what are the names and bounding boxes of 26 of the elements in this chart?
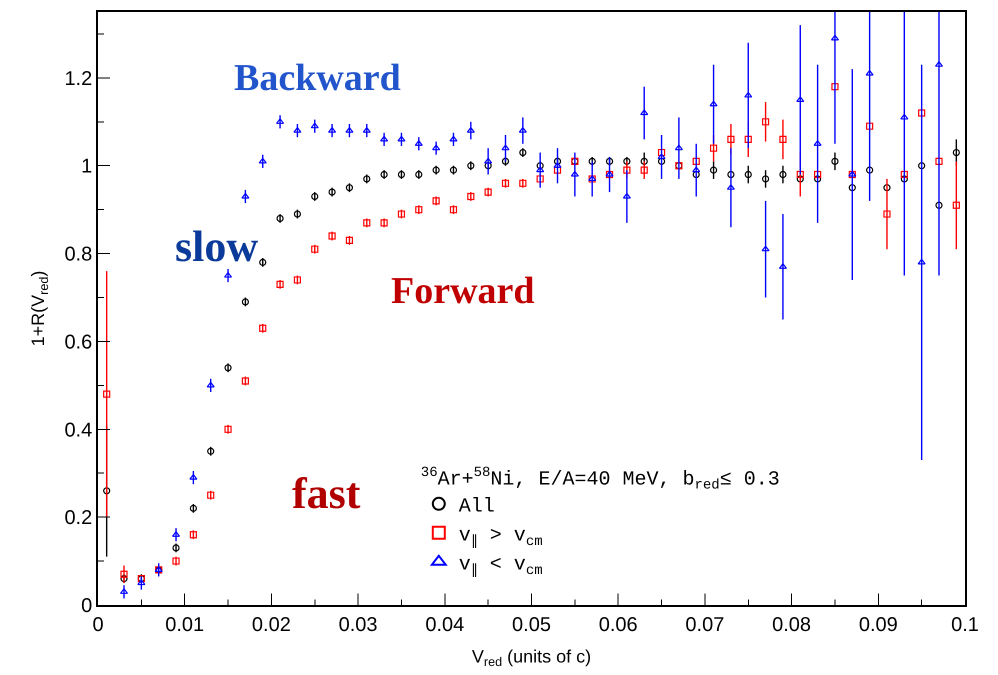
- legend-label: All: [458, 496, 495, 519]
- x-axis-title: V$_{red}$ (units of c): [472, 646, 592, 670]
- y-tick-label: 0.8: [64, 244, 92, 266]
- x-tick-label: 0.09: [858, 614, 898, 636]
- x-tick-label: 0.08: [772, 614, 812, 636]
- y-tick-label: 1.2: [64, 68, 92, 90]
- legend-label: v$_{∥}$ < v$_{cm}$: [458, 554, 543, 579]
- annotation: Backward: [234, 57, 401, 99]
- legend-label: v$_{∥}$ > v$_{cm}$: [458, 524, 543, 550]
- x-tick-label: 0.07: [685, 614, 724, 636]
- annotation: slow: [175, 222, 258, 271]
- y-tick-label: 0.4: [64, 419, 92, 442]
- annotation: fast: [292, 469, 361, 518]
- legend-title: $^{36}$Ar+$^{58}$Ni, E/A=40 MeV, b$_{red}$≤ 0.3: [420, 464, 780, 494]
- x-tick-label: 0.02: [252, 614, 291, 636]
- x-tick-label: 0.1: [951, 614, 979, 636]
- x-tick-label: 0.04: [425, 614, 464, 636]
- y-tick-label: 0: [81, 595, 92, 617]
- y-tick-label: 1: [81, 156, 92, 178]
- y-tick-label: 0.2: [64, 507, 92, 530]
- x-tick-label: 0.03: [338, 614, 378, 636]
- x-tick-label: 0.06: [598, 614, 638, 636]
- x-tick-label: 0.05: [512, 614, 551, 636]
- y-tick-label: 0.6: [64, 331, 92, 354]
- x-tick-label: 0.01: [165, 614, 204, 636]
- annotation: Forward: [391, 270, 535, 312]
